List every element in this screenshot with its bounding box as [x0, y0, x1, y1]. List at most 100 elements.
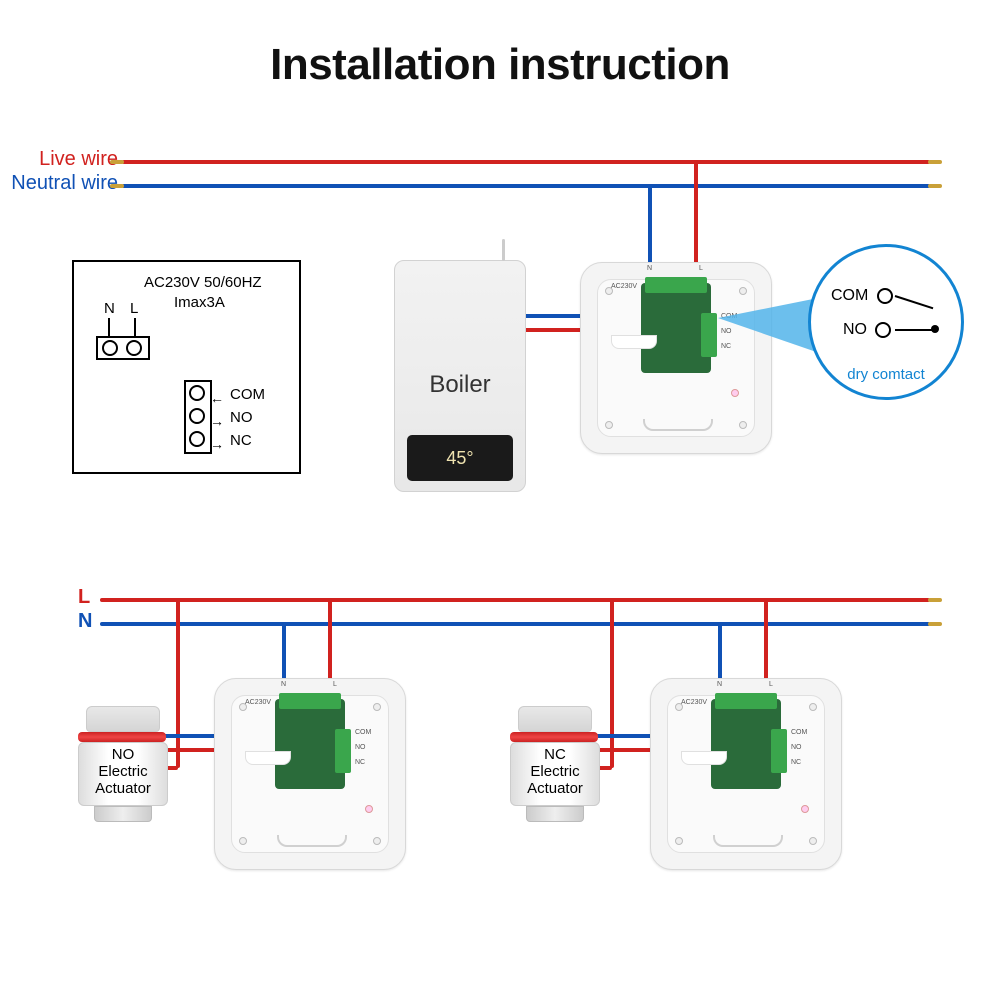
callout-com: COM [831, 287, 893, 305]
actuator-body: NO Electric Actuator [78, 742, 168, 806]
thermo-terminal-icon [771, 729, 787, 773]
thermo-screw-icon [239, 837, 247, 845]
wire-tip-icon [928, 184, 942, 188]
thermo-n-label: N [281, 681, 286, 688]
legend-arrow-icon: ← [210, 390, 224, 406]
thermo-cutout-icon [245, 751, 291, 765]
legend-arrow-icon [108, 318, 110, 336]
thermo-terminal-icon [335, 729, 351, 773]
callout-switch-icon [895, 329, 935, 331]
actuator-ring-icon [78, 732, 166, 742]
neutral-wire-s2 [100, 622, 930, 626]
actuator-body: NC Electric Actuator [510, 742, 600, 806]
actuator-base-icon [526, 806, 584, 822]
thermo-n-label: N [717, 681, 722, 688]
thermo-terminal-icon [715, 693, 777, 709]
thermo-nc-label: NC [791, 759, 801, 766]
thermo-l-label: L [699, 265, 703, 272]
actuator-cap-icon [518, 706, 592, 732]
thermo-screw-icon [605, 421, 613, 429]
callout-switch-icon [895, 295, 934, 309]
wire-tip-icon [110, 160, 124, 164]
callout-node-icon [931, 325, 939, 333]
thermo-no-label: NO [791, 744, 802, 751]
legend-circle-icon [189, 385, 205, 401]
actuator-base-icon [94, 806, 152, 822]
actuator-no-line2: Electric [79, 763, 167, 780]
live-wire-label: Live wire [39, 148, 118, 171]
thermo-voltage-label: AC230V [611, 283, 637, 290]
callout-no: NO [843, 321, 891, 339]
thermostat-b: N L AC230V COM NO NC [650, 678, 842, 870]
thermo-led-icon [731, 389, 739, 397]
thermo-terminal-icon [701, 313, 717, 357]
thermo-nc-label: NC [355, 759, 365, 766]
actuator-ring-icon [510, 732, 598, 742]
legend-arrow-icon: → [210, 436, 224, 452]
thermo-n-label: N [647, 265, 652, 272]
live-wire-s2 [100, 598, 930, 602]
thermo-screw-icon [373, 837, 381, 845]
boiler-label: Boiler [395, 371, 525, 399]
actuator-no-line3: Actuator [79, 780, 167, 797]
thermo-slot-icon [713, 835, 783, 847]
thermo-voltage-label: AC230V [681, 699, 707, 706]
thermo-screw-icon [605, 287, 613, 295]
live-branch-b [610, 598, 614, 768]
live-label-s2: L [78, 586, 90, 609]
callout-node-icon [877, 288, 893, 304]
neutral-wire-label: Neutral wire [11, 172, 118, 195]
legend-circle-icon [189, 408, 205, 424]
legend-arrow-icon [134, 318, 136, 336]
thermo-screw-icon [373, 703, 381, 711]
actuator-cap-icon [86, 706, 160, 732]
legend-imax: Imax3A [174, 294, 225, 311]
legend-no: NO [230, 409, 253, 426]
neutral-label-s2: N [78, 610, 92, 633]
thermo-com-label: COM [355, 729, 371, 736]
actuator-no: NO Electric Actuator [78, 706, 168, 822]
thermo-screw-icon [809, 703, 817, 711]
thermo-screw-icon [239, 703, 247, 711]
thermo-screw-icon [809, 837, 817, 845]
actuator-no-line1: NO [79, 743, 167, 763]
live-wire-s1 [122, 160, 930, 164]
thermo-no-label: NO [355, 744, 366, 751]
thermo-slot-icon [277, 835, 347, 847]
boiler: Boiler 45° [394, 260, 526, 492]
wire-tip-icon [110, 184, 124, 188]
thermo-led-icon [801, 805, 809, 813]
callout-node-icon [875, 322, 891, 338]
legend-box: AC230V 50/60HZ Imax3A N L ← → → COM NO N… [72, 260, 301, 474]
thermo-com-label: COM [791, 729, 807, 736]
neutral-wire-s1 [122, 184, 930, 188]
legend-arrow-icon: → [210, 413, 224, 429]
thermo-slot-icon [643, 419, 713, 431]
legend-nc: NC [230, 432, 252, 449]
actuator-nc: NC Electric Actuator [510, 706, 600, 822]
thermo-screw-icon [675, 837, 683, 845]
actuator-nc-line1: NC [511, 743, 599, 763]
thermo-voltage-label: AC230V [245, 699, 271, 706]
thermo-terminal-icon [645, 277, 707, 293]
callout-caption: dry comtact [811, 366, 961, 383]
thermo-cutout-icon [611, 335, 657, 349]
page-title: Installation instruction [0, 40, 1000, 90]
thermo-screw-icon [739, 287, 747, 295]
wire-tip-icon [928, 622, 942, 626]
thermo-terminal-icon [279, 693, 341, 709]
boiler-display: 45° [407, 435, 513, 481]
wire-tip-icon [928, 160, 942, 164]
thermo-l-label: L [333, 681, 337, 688]
dry-contact-callout: COM NO dry comtact [808, 244, 964, 400]
thermo-screw-icon [675, 703, 683, 711]
thermo-cutout-icon [681, 751, 727, 765]
thermo-led-icon [365, 805, 373, 813]
legend-voltage: AC230V 50/60HZ [144, 274, 262, 291]
actuator-nc-line2: Electric [511, 763, 599, 780]
actuator-nc-line3: Actuator [511, 780, 599, 797]
legend-com: COM [230, 386, 265, 403]
thermo-screw-icon [739, 421, 747, 429]
thermo-l-label: L [769, 681, 773, 688]
wire-tip-icon [928, 598, 942, 602]
